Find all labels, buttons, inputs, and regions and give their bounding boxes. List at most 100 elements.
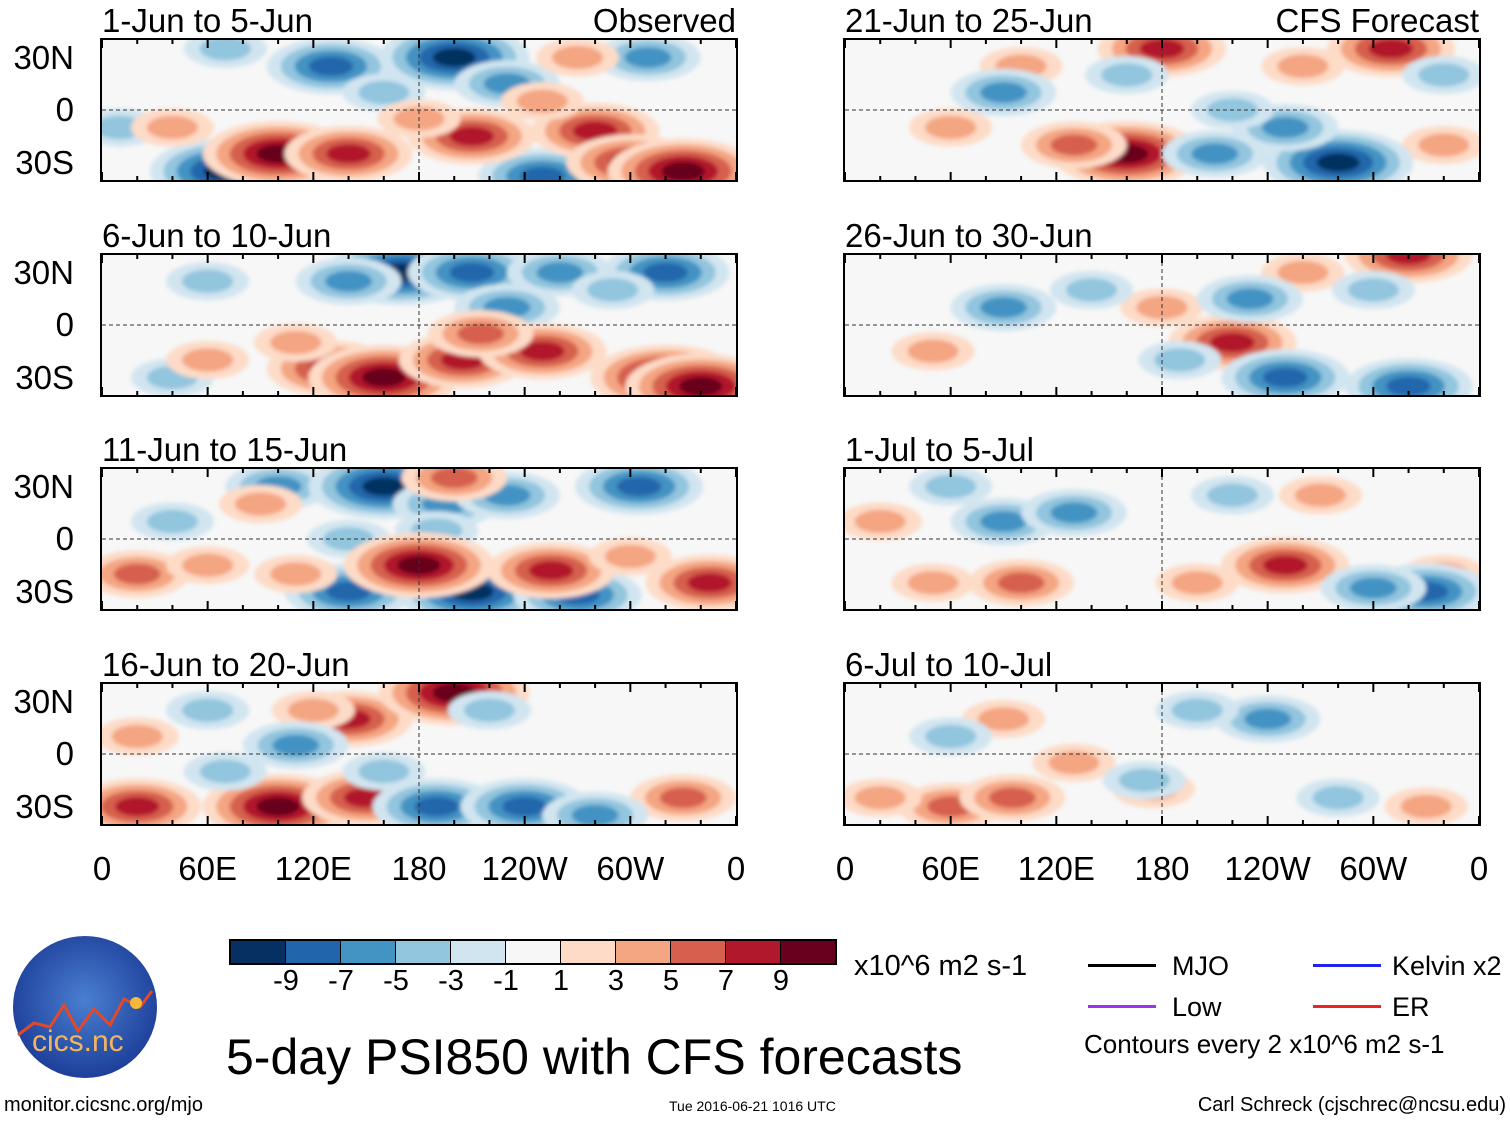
contour-level [1118,768,1170,792]
lat-label: 30N [13,253,74,291]
anomaly-blob [295,257,402,305]
contour-level [430,469,478,489]
contour-level [925,724,977,749]
anomaly-blob [845,502,922,541]
mjo-legend-label: MJO [1172,951,1229,981]
contour-level [1316,153,1360,172]
map-panel [843,253,1481,397]
contour-level [1349,577,1397,599]
anomaly-blob [588,537,672,576]
anomaly-blob [542,791,648,824]
anomaly-blob [891,332,975,371]
colorbar-swatch [781,941,835,963]
lat-label: 30S [15,358,74,396]
anomaly-blob [1162,130,1268,178]
cicsnc-logo[interactable]: cics.nc [12,935,158,1079]
anomaly-blob [427,310,534,358]
lon-label: 60W [1339,850,1408,887]
contour-level [1386,376,1431,395]
kelvin-legend-label: Kelvin x2 [1392,951,1502,981]
contour-level [182,269,234,293]
contour-level [907,339,959,363]
anomaly-blob [1221,349,1350,395]
lon-label: 180 [391,850,447,887]
anomaly-blob [1344,358,1473,395]
contour-level [572,121,618,141]
anomaly-blob [845,778,922,817]
colorbar-label: 3 [607,965,625,997]
low-legend-line [1088,1005,1156,1008]
contour-level [679,376,723,395]
contour-level [1171,571,1223,595]
contour-level [146,509,199,534]
lon-label: 120E [274,850,352,887]
contour-level [661,161,705,180]
contour-level [1294,483,1347,507]
contour-level [308,56,354,77]
colorbar-label: 9 [772,965,790,997]
anomaly-blob [254,554,338,594]
lat-label: 30N [13,682,74,720]
lat-label: 0 [55,306,74,343]
contour-level [182,553,234,577]
lon-label: 60W [596,850,665,887]
contour-level [114,796,160,817]
anomaly-blob [166,262,250,301]
contour-level [1386,255,1431,265]
contour-level [113,563,161,585]
anomaly-blob [407,255,536,301]
colorbar-swatch [671,941,726,963]
anomaly-blob [343,532,495,598]
lon-label: 120W [1224,850,1311,887]
anomaly-blob [218,484,303,524]
contour-level [1262,555,1308,576]
contour-level [624,47,672,68]
anomaly-blob [166,546,250,585]
contour-level [1101,63,1153,87]
panel-title: 6-Jul to 10-Jul [845,646,1053,683]
contour-level [977,707,1030,731]
contour-level [536,262,584,283]
er-legend-label: ER [1392,992,1430,1022]
contour-level [997,572,1045,594]
colorbar-swatch [341,941,396,963]
anomaly-blob [1221,537,1350,594]
colorbar-swatch [286,941,341,963]
anomaly-blob [1402,125,1479,165]
contour-level [449,262,495,283]
contour-level [1418,63,1470,87]
source-url[interactable]: monitor.cicsnc.org/mjo [4,1094,203,1116]
contour-level [1400,794,1452,819]
anomaly-blob [1021,121,1127,169]
anomaly-blob [575,469,704,515]
contour-level [1048,751,1100,775]
contour-level [326,581,371,602]
lat-label: 30S [15,787,74,825]
contour-level [362,477,406,496]
colorbar-label: 7 [717,965,735,997]
contour-level [199,40,251,61]
kelvin-legend-line [1313,964,1381,967]
map-panel [100,253,738,397]
lat-label: 30S [15,143,74,181]
anomaly-blob [486,542,616,599]
anomaly-blob [1261,47,1345,86]
contour-level [1210,332,1255,353]
colorbar-label: -7 [328,965,354,997]
colorbar-label: 5 [662,965,680,997]
contour-level [925,115,977,140]
anomaly-blob [1197,275,1303,323]
figure-title: 5-day PSI850 with CFS forecasts [226,1029,963,1085]
anomaly-blob [1232,103,1339,152]
anomaly-blob [1278,476,1363,515]
contour-level [432,48,476,67]
contour-level [980,511,1027,532]
anomaly-blob [1320,564,1427,609]
anomaly-blob [447,691,532,730]
contour-level [362,368,406,387]
mjo-legend-line [1088,964,1156,967]
contour-level [519,166,565,180]
map-panel [843,682,1481,826]
anomaly-blob [950,283,1057,332]
anomaly-blob [342,752,426,791]
